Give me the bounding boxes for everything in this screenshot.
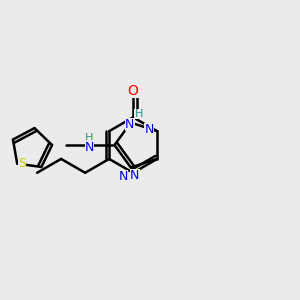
Text: N: N	[125, 118, 134, 131]
Text: H: H	[85, 133, 94, 143]
Text: O: O	[128, 84, 139, 98]
Text: S: S	[18, 157, 26, 170]
Text: N: N	[145, 123, 154, 136]
Text: N: N	[130, 169, 140, 182]
Text: H: H	[134, 109, 143, 119]
Text: N: N	[118, 170, 128, 183]
Text: N: N	[85, 140, 94, 154]
